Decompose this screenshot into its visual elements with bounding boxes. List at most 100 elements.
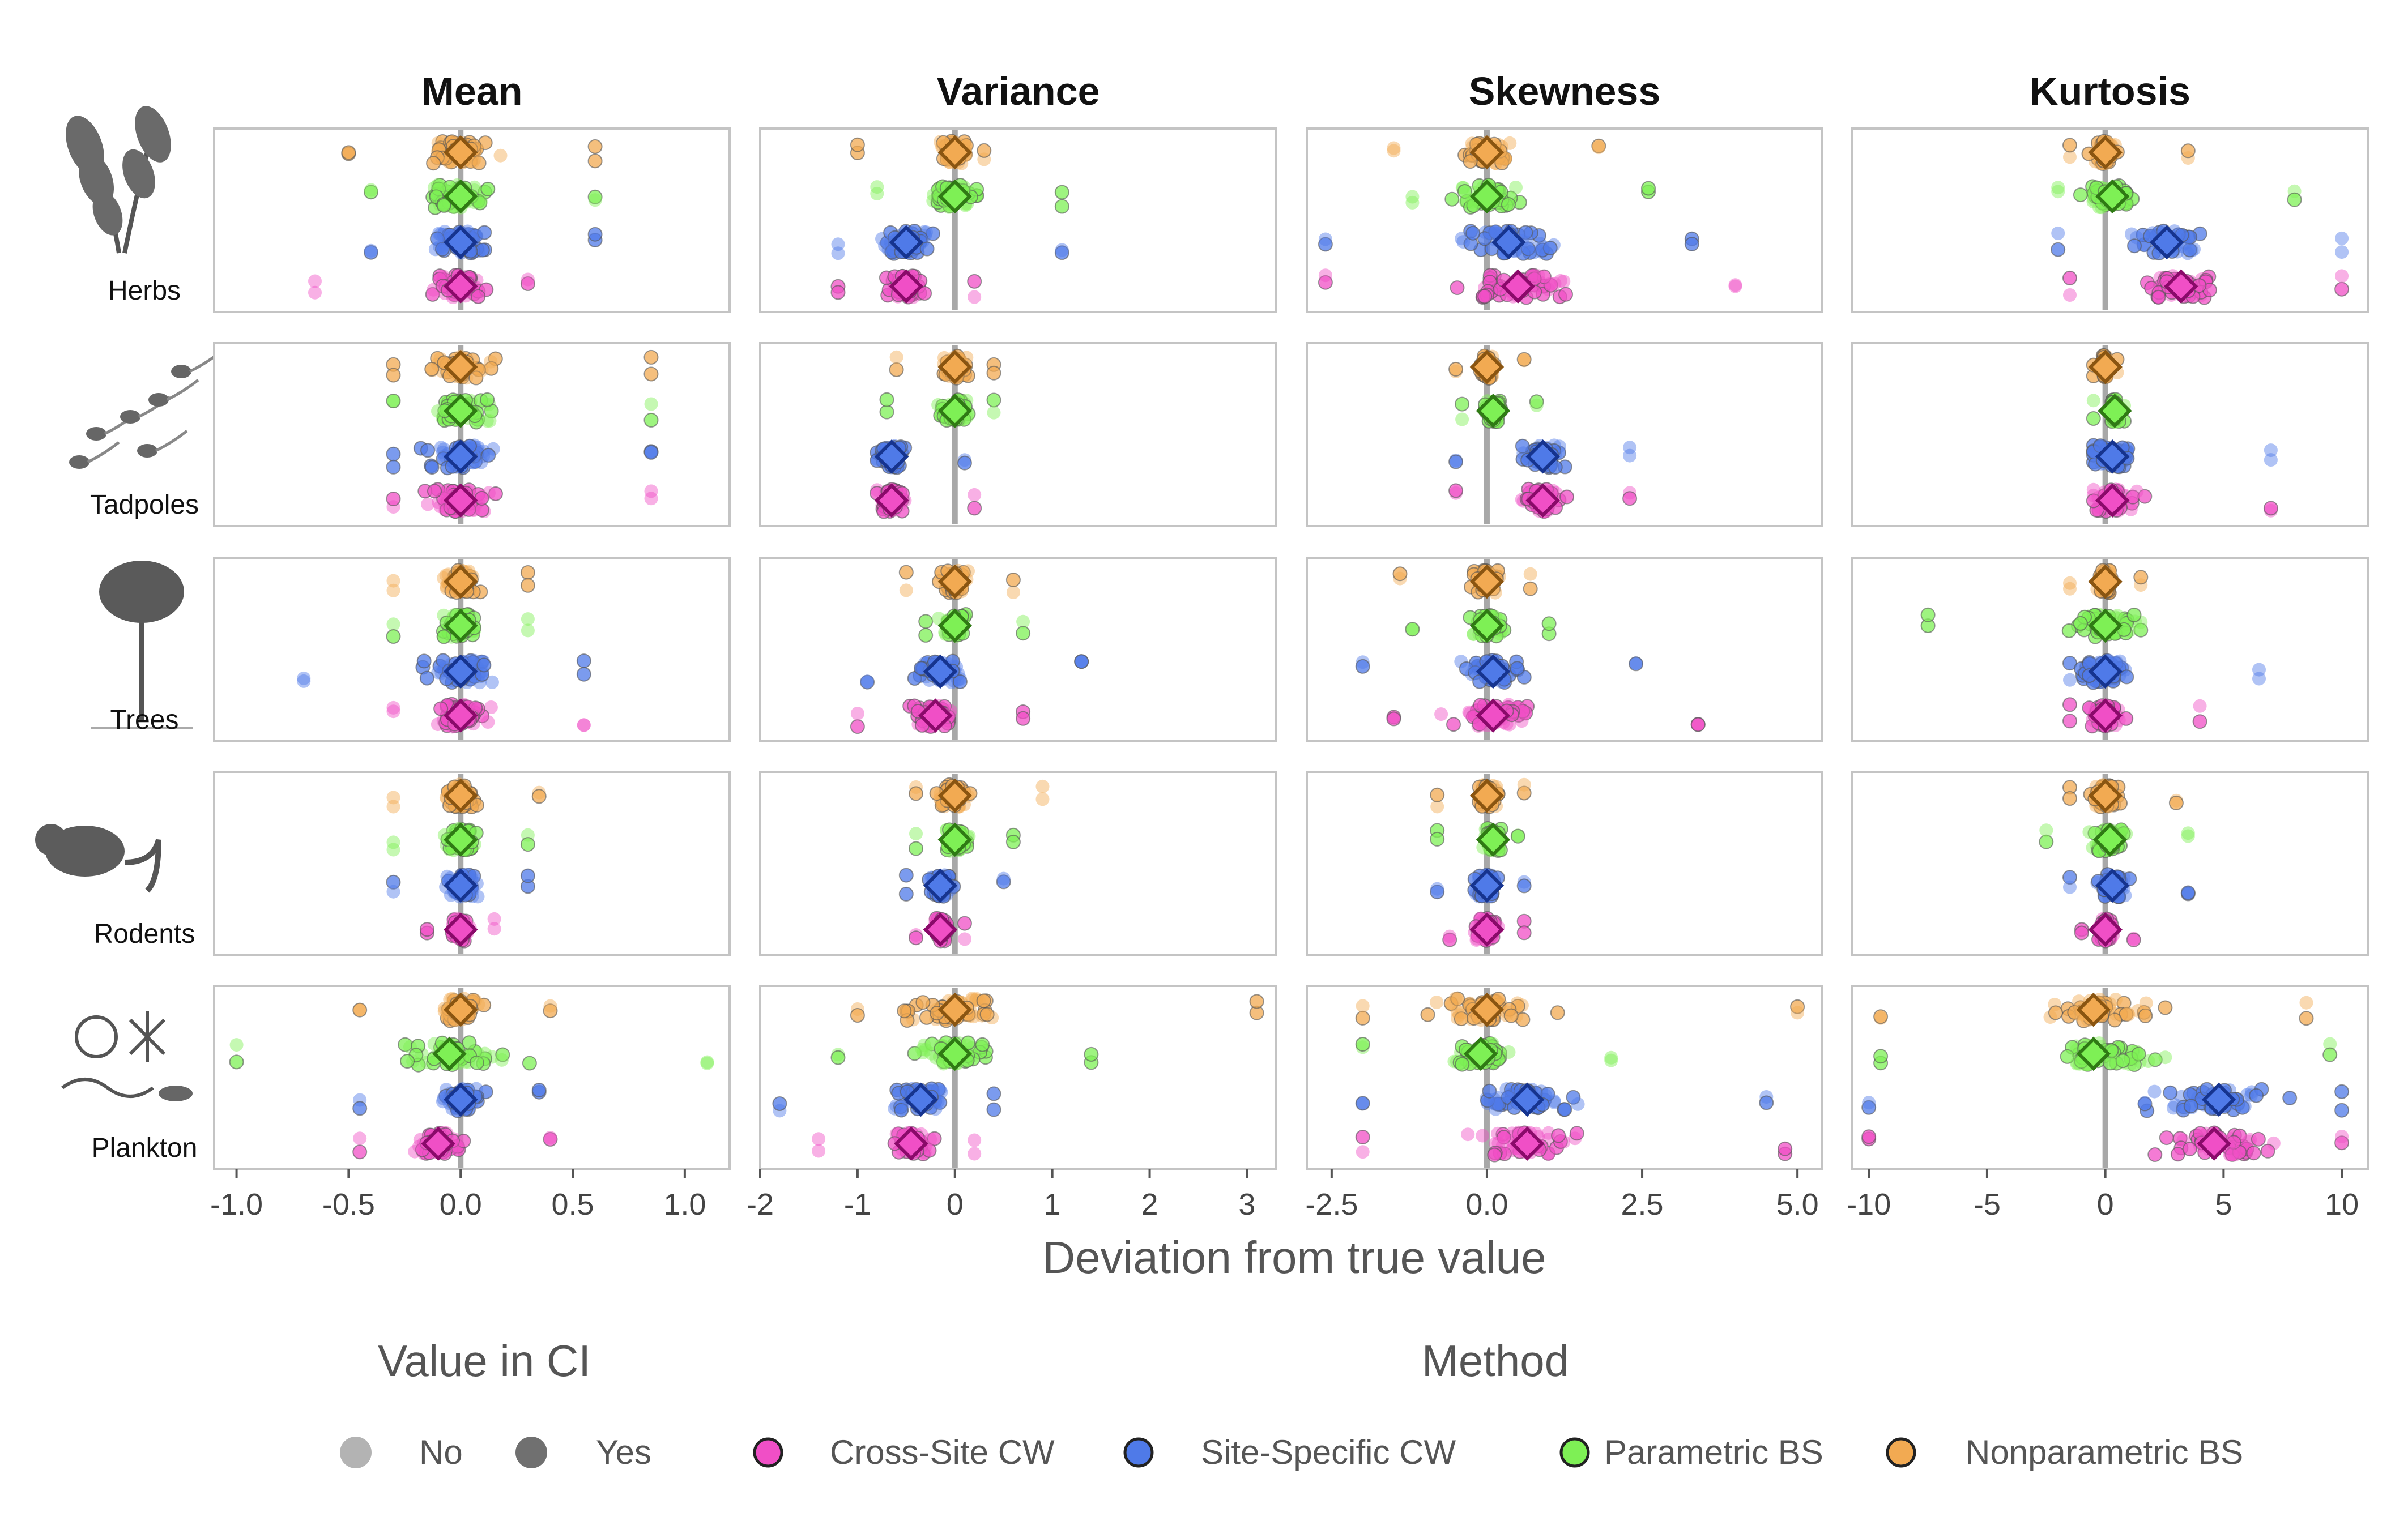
panel-herbs-skewness — [1306, 127, 1823, 313]
median-marker — [443, 179, 478, 214]
data-point — [1516, 925, 1532, 941]
data-point — [968, 1133, 982, 1147]
x-tick-label: -10 — [1847, 1187, 1891, 1221]
data-point — [870, 186, 884, 200]
data-point — [520, 868, 535, 883]
data-point — [419, 922, 434, 937]
data-point — [879, 392, 894, 407]
data-point — [1355, 1010, 1370, 1026]
data-point — [1477, 289, 1493, 304]
data-point — [2074, 925, 2089, 941]
data-point — [850, 719, 865, 734]
data-point — [968, 290, 982, 304]
data-point — [643, 366, 659, 382]
data-point — [2063, 880, 2077, 894]
data-point — [1356, 1145, 1370, 1159]
data-point — [1862, 1096, 1876, 1110]
panel-trees-skewness — [1306, 557, 1823, 742]
data-point — [1455, 396, 1470, 412]
data-point — [1074, 654, 1089, 669]
data-point — [436, 227, 450, 241]
data-point — [1450, 280, 1465, 296]
data-point — [1455, 1057, 1470, 1072]
data-point — [1355, 1037, 1370, 1052]
data-point — [2183, 1099, 2198, 1114]
data-point — [2126, 932, 2141, 947]
data-point — [898, 868, 914, 883]
data-point — [587, 153, 603, 169]
data-point — [364, 245, 378, 260]
data-point — [483, 414, 497, 428]
data-point — [481, 715, 495, 729]
data-point — [879, 404, 894, 420]
data-point — [850, 707, 864, 720]
data-point — [2126, 1051, 2141, 1065]
data-point — [386, 446, 401, 462]
facet-row-label-trees: Trees — [110, 705, 179, 735]
data-point — [1728, 279, 1742, 293]
row-icon-trees — [91, 561, 193, 729]
data-point — [1791, 1006, 1805, 1020]
data-point — [1541, 616, 1557, 631]
data-point — [1861, 1129, 1877, 1144]
data-point — [975, 1037, 990, 1052]
data-point — [1684, 237, 1699, 251]
data-point — [1873, 1009, 1889, 1024]
data-point — [1035, 792, 1050, 806]
facet-header-variance: Variance — [937, 69, 1100, 113]
data-point — [889, 350, 903, 364]
data-point — [2322, 1047, 2338, 1062]
data-point — [2086, 411, 2101, 426]
data-point — [1622, 491, 1638, 506]
data-point — [1355, 1130, 1370, 1144]
x-tick-label: 10 — [2325, 1187, 2359, 1221]
data-point — [386, 885, 400, 899]
data-point — [2334, 1103, 2350, 1118]
data-point — [2039, 823, 2053, 838]
x-tick-label: 2 — [1141, 1187, 1158, 1221]
data-point — [364, 243, 378, 258]
data-point — [386, 574, 400, 588]
data-point — [1455, 412, 1469, 426]
x-tick-label: 0 — [2097, 1187, 2114, 1221]
panel-border — [759, 342, 1277, 527]
data-point — [2193, 699, 2207, 713]
data-point — [2107, 1055, 2121, 1069]
data-point — [386, 629, 401, 644]
data-point — [2062, 138, 2077, 153]
data-point — [2073, 187, 2088, 203]
data-point — [1778, 1141, 1793, 1156]
data-point — [2062, 270, 2077, 285]
x-tick-label: 0 — [947, 1187, 964, 1221]
data-point — [1551, 1128, 1566, 1143]
data-point — [812, 1132, 826, 1146]
data-point — [2181, 826, 2195, 840]
data-point — [1523, 567, 1537, 581]
data-point — [543, 999, 557, 1013]
x-tick-label: 2.5 — [1621, 1187, 1664, 1221]
data-point — [2158, 1050, 2172, 1065]
data-point — [979, 1007, 995, 1022]
x-tick-label: -1.0 — [210, 1187, 263, 1221]
legend-label: Site-Specific CW — [1201, 1433, 1456, 1471]
data-point — [1355, 659, 1370, 674]
legend-key-yes — [515, 1437, 547, 1468]
data-point — [1448, 992, 1463, 1006]
panel-border — [759, 127, 1277, 313]
data-point — [353, 1131, 367, 1146]
data-point — [643, 445, 659, 460]
series-parametric-bs — [870, 178, 1069, 214]
x-tick-label: -2 — [747, 1187, 774, 1221]
data-point — [1641, 181, 1656, 196]
data-point — [2062, 714, 2077, 729]
facet-header-mean: Mean — [421, 69, 523, 113]
data-point — [1532, 269, 1545, 283]
data-point — [352, 1144, 368, 1160]
data-point — [2130, 484, 2144, 498]
data-point — [1405, 195, 1420, 210]
data-point — [831, 237, 845, 251]
data-point — [1016, 711, 1031, 726]
data-point — [927, 188, 941, 202]
data-point — [1558, 287, 1574, 302]
